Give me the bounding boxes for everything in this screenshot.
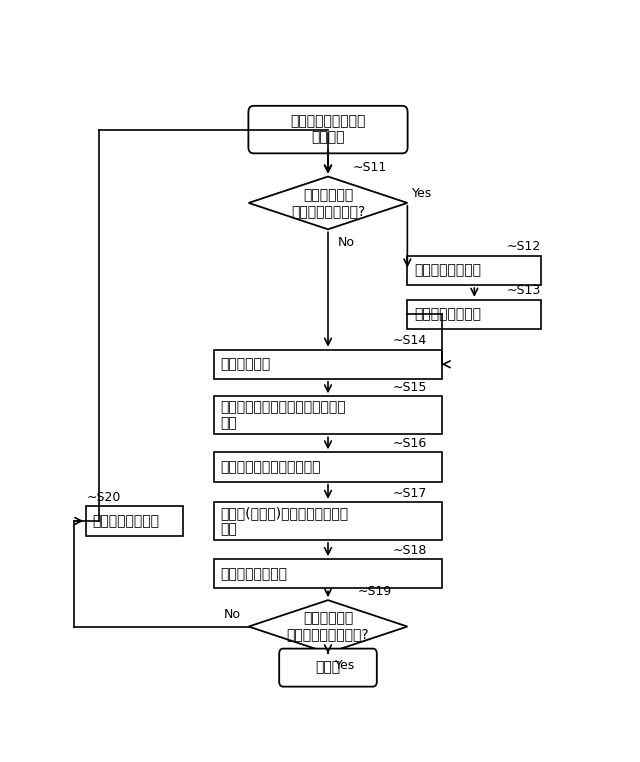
Bar <box>214 559 442 588</box>
Text: ∼S15: ∼S15 <box>392 381 427 394</box>
Polygon shape <box>248 177 408 229</box>
Text: ∼S14: ∼S14 <box>392 335 427 347</box>
Text: ∼S19: ∼S19 <box>358 584 392 598</box>
Text: ∼S13: ∼S13 <box>507 284 541 297</box>
Bar <box>214 396 442 434</box>
Text: ∼S16: ∼S16 <box>392 437 427 450</box>
Text: No: No <box>338 236 355 249</box>
Text: ∼S11: ∼S11 <box>353 162 387 174</box>
Text: 輪郭線の検出: 輪郭線の検出 <box>220 357 271 371</box>
Text: 輪郭線(閉曲線)内部の奥行き値を
計算: 輪郭線(閉曲線)内部の奥行き値を 計算 <box>220 506 349 536</box>
Text: ∼S12: ∼S12 <box>507 240 541 254</box>
Text: ∼S18: ∼S18 <box>392 544 427 557</box>
Bar <box>214 502 442 540</box>
Bar <box>214 350 442 379</box>
Bar <box>408 256 541 285</box>
Text: 奥行き画像出力処理
スタート: 奥行き画像出力処理 スタート <box>291 114 365 145</box>
Text: No: No <box>224 607 241 621</box>
Text: 新規マスクの作成: 新規マスクの作成 <box>414 307 481 322</box>
Bar <box>86 506 183 536</box>
Text: ∼S17: ∼S17 <box>392 486 427 500</box>
Bar <box>214 453 442 482</box>
Text: 追加輪郭線の取得: 追加輪郭線の取得 <box>414 264 481 277</box>
Text: エンド: エンド <box>316 661 340 674</box>
FancyBboxPatch shape <box>279 648 377 687</box>
Text: 現フレームに
追加輪郭線がある?: 現フレームに 追加輪郭線がある? <box>291 187 365 218</box>
Text: ∼S20: ∼S20 <box>86 491 120 504</box>
Text: Yes: Yes <box>335 659 356 672</box>
Text: 現フレームが
最終フレームである?: 現フレームが 最終フレームである? <box>287 611 369 642</box>
Text: Yes: Yes <box>412 187 433 200</box>
Text: 奥行き画像の出力: 奥行き画像の出力 <box>220 567 287 581</box>
Text: 現フレームのアンカーポイントを
取得: 現フレームのアンカーポイントを 取得 <box>220 400 346 431</box>
Text: 次フレームへ移動: 次フレームへ移動 <box>93 514 159 528</box>
Text: 輪郭線上の奥行き値を計算: 輪郭線上の奥行き値を計算 <box>220 460 321 474</box>
Polygon shape <box>248 600 408 653</box>
FancyBboxPatch shape <box>248 106 408 153</box>
Bar <box>408 299 541 329</box>
